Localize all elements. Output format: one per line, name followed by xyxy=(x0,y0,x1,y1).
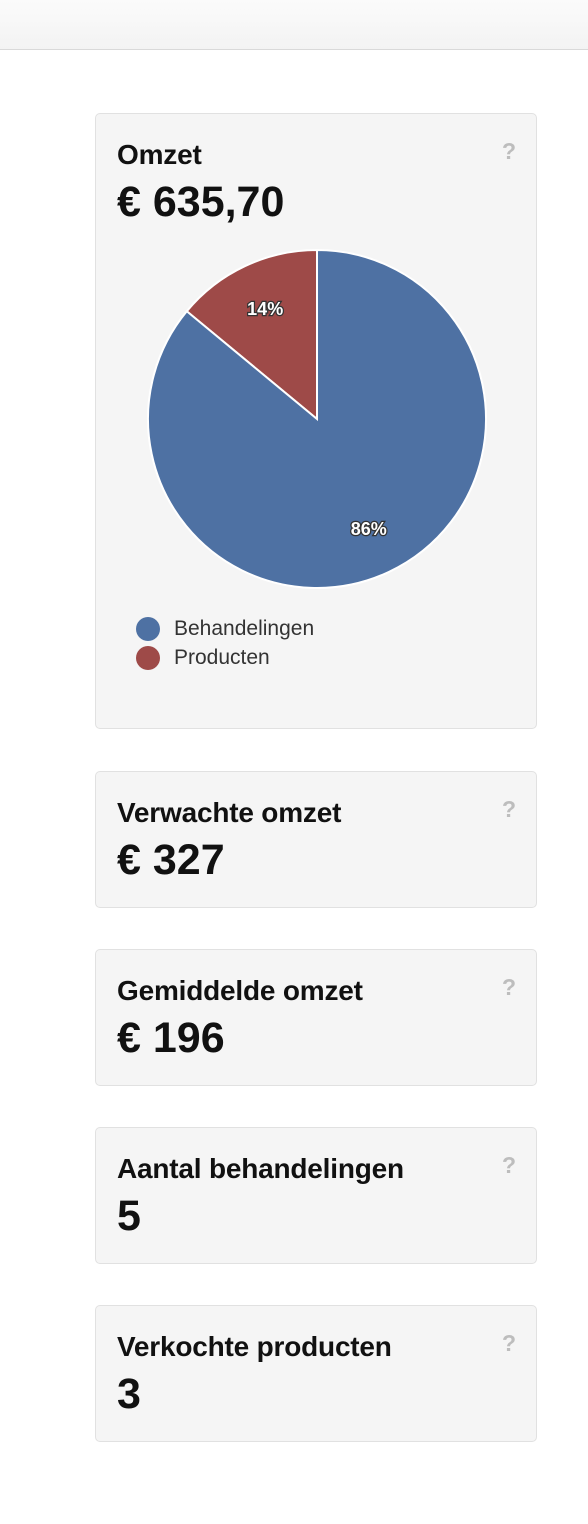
legend-label: Producten xyxy=(174,645,270,669)
pie-chart-svg: 14% 86% xyxy=(147,248,487,589)
card-value: € 327 xyxy=(117,836,225,884)
verwachte-omzet-card: Verwachte omzet € 327 ? xyxy=(95,771,537,908)
gemiddelde-omzet-card: Gemiddelde omzet € 196 ? xyxy=(95,949,537,1086)
pie-data-label: 14% xyxy=(247,299,283,319)
legend-dot xyxy=(136,616,160,641)
legend-item-producten[interactable]: Producten xyxy=(136,643,314,672)
chart-legend: Behandelingen Producten xyxy=(136,614,314,672)
legend-dot xyxy=(136,645,160,670)
legend-label: Behandelingen xyxy=(174,616,315,640)
card-value: € 635,70 xyxy=(117,178,285,226)
verkochte-producten-card: Verkochte producten 3 ? xyxy=(95,1305,537,1442)
card-value: 3 xyxy=(117,1370,141,1418)
help-icon[interactable]: ? xyxy=(501,1330,516,1356)
help-icon[interactable]: ? xyxy=(501,1152,516,1178)
pie-chart: 14% 86% xyxy=(146,248,488,590)
card-value: € 196 xyxy=(117,1014,225,1062)
card-title: Gemiddelde omzet xyxy=(117,975,363,1006)
omzet-card: Omzet € 635,70 ? 14% 86% Behandelingen Pr… xyxy=(95,113,537,729)
legend-item-behandelingen[interactable]: Behandelingen xyxy=(136,614,314,643)
pie-data-label: 86% xyxy=(351,519,387,539)
aantal-behandelingen-card: Aantal behandelingen 5 ? xyxy=(95,1127,537,1264)
card-value: 5 xyxy=(117,1192,141,1240)
top-toolbar xyxy=(0,0,588,50)
pie-slice-producten[interactable] xyxy=(185,248,318,422)
card-title: Omzet xyxy=(117,139,202,170)
help-icon[interactable]: ? xyxy=(501,974,516,1000)
card-title: Verkochte producten xyxy=(117,1331,392,1362)
help-icon[interactable]: ? xyxy=(501,138,516,164)
pie-slice-behandelingen[interactable] xyxy=(147,248,487,589)
help-icon[interactable]: ? xyxy=(501,796,516,822)
card-title: Verwachte omzet xyxy=(117,797,342,828)
card-title: Aantal behandelingen xyxy=(117,1153,404,1184)
